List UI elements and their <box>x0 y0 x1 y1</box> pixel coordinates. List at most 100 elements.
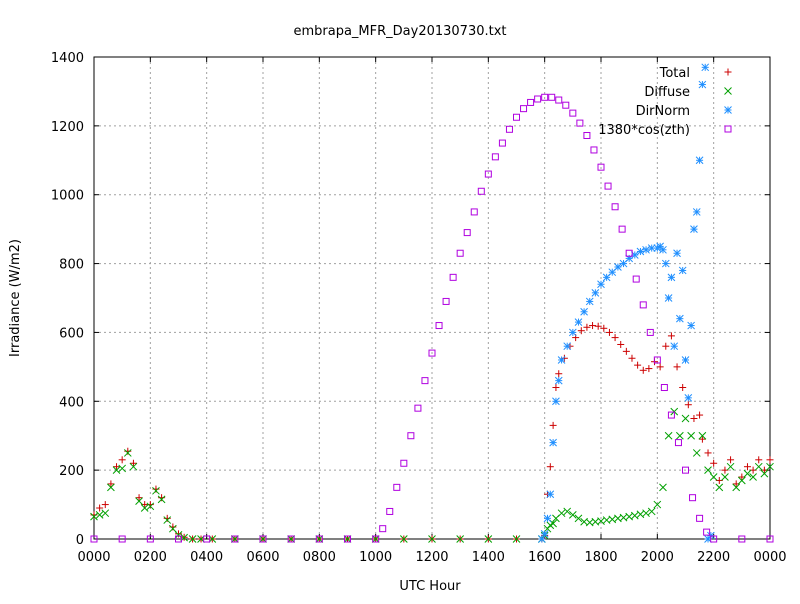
data-point <box>540 529 549 538</box>
data-point <box>543 514 552 523</box>
data-point <box>129 459 137 467</box>
data-point <box>743 463 751 471</box>
data-point <box>112 466 121 474</box>
data-point <box>118 456 126 464</box>
data-point <box>549 421 557 429</box>
data-point <box>673 249 681 258</box>
data-point <box>505 125 513 133</box>
data-point <box>727 456 735 464</box>
data-point <box>407 432 415 440</box>
data-point <box>372 535 380 543</box>
data-point <box>107 480 115 488</box>
data-point <box>577 327 585 335</box>
data-point <box>541 93 549 101</box>
data-point <box>512 535 521 543</box>
data-point <box>123 449 132 457</box>
data-point <box>760 469 769 478</box>
data-point <box>574 514 583 523</box>
data-point <box>738 535 746 543</box>
data-point <box>96 504 104 512</box>
data-point <box>421 377 429 385</box>
data-point <box>645 365 653 373</box>
data-point <box>169 524 177 533</box>
data-point <box>766 456 774 464</box>
data-point <box>435 322 443 330</box>
data-point <box>498 139 506 147</box>
data-point <box>554 376 563 385</box>
data-point <box>600 324 608 332</box>
data-point <box>692 208 701 216</box>
data-point <box>653 500 662 509</box>
data-point <box>646 328 654 336</box>
data-point <box>611 334 619 342</box>
legend: Total Diffuse DirNorm 1380*cos(zth) <box>598 66 732 138</box>
x-tick-label: 0600 <box>246 550 279 565</box>
data-point <box>597 163 605 171</box>
legend-marker <box>724 87 732 95</box>
series-layer <box>90 63 774 543</box>
data-point <box>684 393 693 402</box>
y-tick-label: 600 <box>59 326 84 341</box>
data-point <box>230 535 239 543</box>
data-point <box>574 318 583 326</box>
data-point <box>642 245 650 254</box>
data-point <box>636 247 645 256</box>
x-tick-label: 0800 <box>303 550 336 565</box>
data-point <box>653 356 661 364</box>
data-point <box>549 438 557 447</box>
data-point <box>463 229 471 237</box>
y-tick-label: 400 <box>59 395 84 410</box>
data-point <box>659 245 667 254</box>
data-point <box>589 322 597 330</box>
data-point <box>484 170 492 178</box>
legend-label: Total <box>659 66 690 81</box>
data-point <box>647 507 656 516</box>
data-point <box>152 485 160 493</box>
data-point <box>174 531 183 539</box>
data-point <box>563 342 572 351</box>
data-point <box>135 494 143 502</box>
data-point <box>414 404 422 412</box>
data-point <box>766 535 774 543</box>
data-point <box>749 473 757 481</box>
data-point <box>491 153 499 161</box>
data-point <box>632 275 640 283</box>
x-tick-label: 1200 <box>415 550 448 565</box>
data-point <box>568 511 577 519</box>
data-point <box>562 101 570 109</box>
data-point <box>124 447 132 455</box>
data-point <box>107 483 115 492</box>
data-point <box>90 535 98 543</box>
data-point <box>676 314 684 323</box>
data-point <box>552 397 560 406</box>
data-point <box>90 512 98 521</box>
data-point <box>628 354 636 362</box>
x-tick-label: 2000 <box>641 550 674 565</box>
data-point <box>428 535 436 543</box>
data-point <box>656 363 664 371</box>
data-point <box>684 401 692 409</box>
x-tick-label: 1000 <box>359 550 392 565</box>
data-point <box>692 449 701 457</box>
data-point <box>682 466 689 474</box>
data-point <box>704 466 712 474</box>
x-tick-label: 2200 <box>697 550 730 565</box>
legend-label: DirNorm <box>636 104 690 119</box>
data-point <box>188 535 197 543</box>
data-point <box>732 483 741 492</box>
x-tick-label: 1600 <box>528 550 561 565</box>
data-point <box>140 504 149 512</box>
data-point <box>634 361 642 369</box>
data-point <box>90 511 98 519</box>
x-axis-label: UTC Hour <box>399 579 461 594</box>
data-point <box>704 449 712 457</box>
legend-marker <box>724 106 732 114</box>
data-point <box>698 435 706 443</box>
data-point <box>679 384 687 392</box>
y-tick-label: 800 <box>59 258 84 273</box>
data-point <box>527 98 535 106</box>
data-point <box>687 321 695 330</box>
data-point <box>163 514 171 522</box>
y-axis-label: Irradiance (W/m2) <box>8 239 23 357</box>
data-point <box>287 535 295 543</box>
